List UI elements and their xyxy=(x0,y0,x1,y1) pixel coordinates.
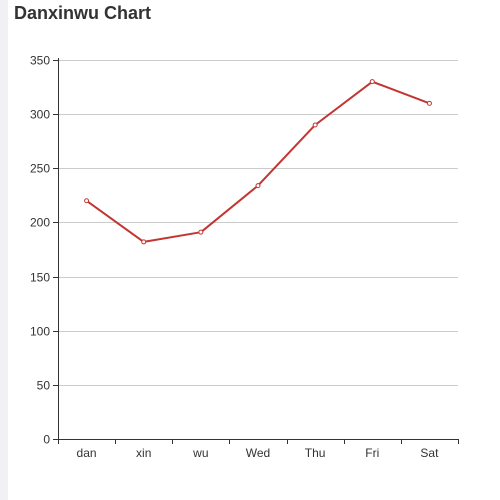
y-tick-label: 250 xyxy=(30,162,50,176)
y-tick-label: 300 xyxy=(30,108,50,122)
tick-labels: 0 50 100 150 200 250 300 350 dan xin wu Wed Thu Fri Sa… xyxy=(30,54,439,461)
data-point[interactable] xyxy=(84,198,90,204)
y-tick-label: 0 xyxy=(43,433,50,447)
y-tick-label: 350 xyxy=(30,54,50,68)
data-point[interactable] xyxy=(369,79,375,85)
y-tick-label: 150 xyxy=(30,271,50,285)
data-point[interactable] xyxy=(198,229,204,235)
data-point[interactable] xyxy=(255,183,261,189)
y-tick-label: 200 xyxy=(30,216,50,230)
chart-title: Danxinwu Chart xyxy=(14,3,152,23)
x-tick-label: xin xyxy=(136,446,151,460)
grid-lines xyxy=(58,60,458,386)
x-tick-label: Fri xyxy=(365,446,379,460)
series-line xyxy=(86,80,430,243)
data-point[interactable] xyxy=(141,239,147,245)
left-edge-strip xyxy=(0,0,8,500)
data-point[interactable] xyxy=(312,122,318,128)
x-tick-label: dan xyxy=(77,446,97,460)
axes xyxy=(53,58,459,444)
x-tick-label: Sat xyxy=(420,446,439,460)
series-layer xyxy=(84,79,432,245)
x-tick-label: wu xyxy=(192,446,208,460)
x-tick-label: Wed xyxy=(246,446,270,460)
data-point[interactable] xyxy=(426,100,432,106)
x-tick-label: Thu xyxy=(305,446,326,460)
y-tick-label: 100 xyxy=(30,325,50,339)
y-tick-label: 50 xyxy=(37,379,51,393)
